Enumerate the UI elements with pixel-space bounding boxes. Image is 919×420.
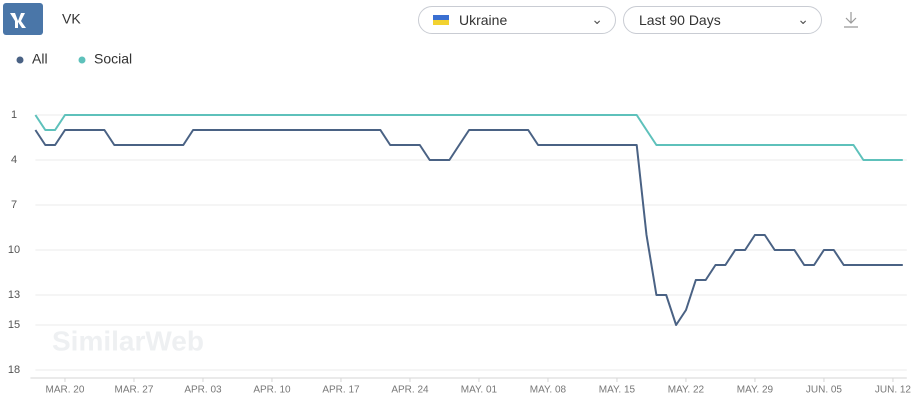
x-tick-label: MAR. 20 [46,385,85,396]
legend-dot [16,56,24,64]
site-logo [3,3,43,35]
x-tick-label: MAY. 08 [530,385,567,396]
y-tick-label: 15 [8,319,20,331]
x-tick-label: APR. 17 [322,385,360,396]
x-tick-label: MAY. 29 [737,385,774,396]
legend-dot [78,56,86,64]
series-line [34,114,903,161]
site-name: VK [62,11,81,27]
flag-top [433,15,449,20]
period-label: Last 90 Days [639,12,721,28]
y-tick-label: 1 [11,109,17,121]
y-tick-label: 4 [11,154,17,166]
period-dropdown[interactable]: Last 90 Days ⌄ [623,6,822,34]
x-tick-label: JUN. 12 [875,385,912,396]
x-tick-label: APR. 24 [391,385,429,396]
x-tick-label: MAR. 27 [115,385,154,396]
legend-label: All [32,51,48,67]
chevron: ⌄ [797,11,809,27]
legend-label: Social [94,51,132,67]
x-tick-label: JUN. 05 [806,385,843,396]
y-tick-label: 7 [11,199,17,211]
y-tick-label: 13 [8,289,20,301]
y-tick-label: 18 [8,364,20,376]
flag-bottom [433,20,449,25]
chevron: ⌄ [591,11,603,27]
x-tick-label: APR. 10 [253,385,291,396]
x-tick-label: MAY. 15 [599,385,636,396]
x-tick-label: MAY. 01 [461,385,498,396]
x-tick-label: APR. 03 [184,385,222,396]
watermark: SimilarWeb [52,325,204,356]
x-tick-label: MAY. 22 [668,385,705,396]
country-dropdown[interactable]: Ukraine ⌄ [418,6,616,34]
download-icon[interactable] [844,12,858,28]
logo-glyph [10,13,26,28]
country-label: Ukraine [459,12,508,28]
series-line [34,129,903,326]
y-tick-label: 10 [8,244,20,256]
